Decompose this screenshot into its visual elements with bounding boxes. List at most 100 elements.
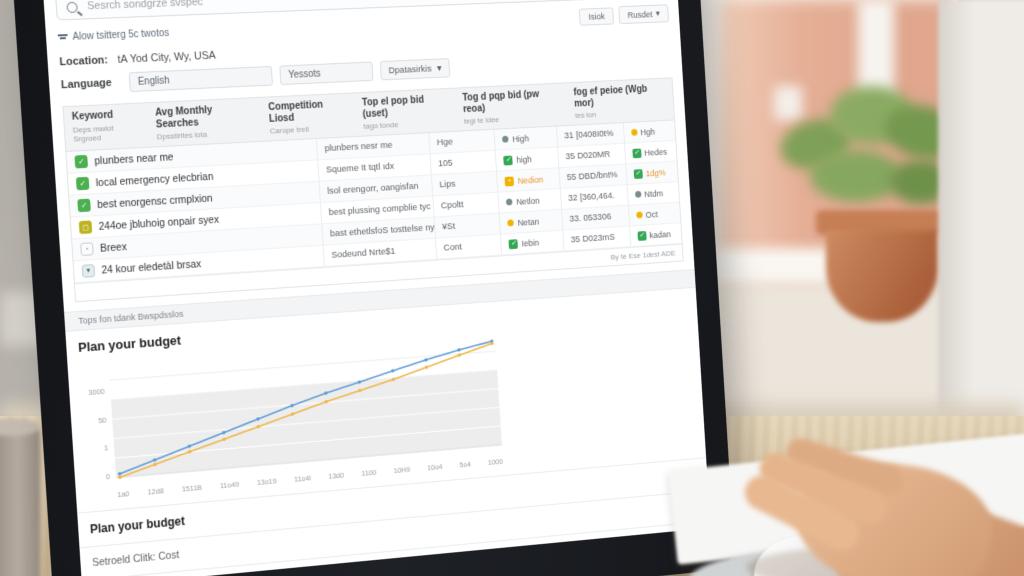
monitor-bezel: Alow tsitterg 5c twotos Isiok Rusdet ▾ L…	[12, 0, 735, 576]
x-tick-label: 10H9	[393, 465, 410, 475]
date-range-select[interactable]: Dpatasirkis ▾	[380, 58, 450, 80]
competition-cell: Hge	[428, 130, 495, 154]
bid-low-cell: high	[495, 147, 558, 170]
status-badge: Ntdm	[634, 188, 663, 199]
y-tick-label: 3000	[88, 387, 105, 397]
searches-number: 31 [0408I0t%	[564, 128, 614, 141]
keyword-text: best enorgensc crmplxion	[97, 192, 213, 210]
status-badge: Hgh	[631, 127, 656, 138]
location-value[interactable]: tA Yod City, Wy, USA	[117, 50, 216, 66]
avg-searches-text: best plussing compblie tyc	[328, 201, 431, 218]
bid-high-cell: Oct	[628, 203, 681, 226]
row-checkbox[interactable]	[79, 220, 93, 234]
competition-cell: Lips	[431, 172, 498, 196]
badge-chip-icon	[509, 239, 519, 249]
badge-label: Netlon	[516, 195, 540, 206]
x-tick-label: 11o49	[220, 480, 240, 490]
keyword-text: plunbers near me	[94, 151, 174, 167]
y-tick-label: 50	[98, 415, 107, 425]
status-badge: Oct	[636, 209, 658, 220]
estimated-click-cost: Setroeld Clitk: Cost	[92, 501, 699, 569]
status-badge: Netan	[507, 216, 539, 227]
language-label: Language	[61, 77, 113, 91]
column-label: Keyword	[72, 109, 141, 124]
bid-low-cell: Netan	[499, 210, 562, 234]
row-checkbox[interactable]	[74, 155, 88, 169]
bid-high-cell: Ntdm	[626, 182, 679, 205]
network-input[interactable]	[279, 62, 373, 86]
row-checkbox[interactable]	[80, 242, 94, 256]
competition-text: Cpoltt	[441, 199, 464, 211]
filter-row[interactable]: Alow tsitterg 5c twotos	[58, 28, 170, 43]
avg-searches-text: plunbers nesr me	[324, 140, 393, 154]
status-badge: High	[502, 133, 529, 144]
column-sublabel: tago tonde	[363, 118, 449, 131]
badge-label: Ntdm	[644, 188, 663, 198]
filter-label: Alow tsitterg 5c twotos	[72, 28, 169, 43]
x-tick-label: 13o19	[257, 477, 277, 487]
bid-high-cell: kadan	[629, 223, 682, 246]
keyword-text: Breex	[100, 241, 127, 255]
dropdown-button[interactable]: Rusdet ▾	[618, 4, 669, 24]
x-tick-label: 5o4	[459, 460, 471, 470]
column-header[interactable]: Keyword Deps mwlot Srgroed	[63, 103, 149, 151]
competition-text: Lips	[439, 179, 455, 190]
column-header[interactable]: Top el pop bid (uset) tago tonde	[354, 89, 457, 136]
status-badge: Hedes	[632, 147, 667, 158]
keyword-text: local emergency elecbrian	[95, 170, 213, 188]
x-tick-label: 1000	[488, 457, 504, 467]
x-tick-label: 1100	[361, 468, 376, 478]
language-input[interactable]	[129, 66, 273, 92]
bid-low-cell: Iebin	[500, 231, 563, 255]
column-header[interactable]: Competition Liosd Carope treil	[260, 93, 357, 140]
row-checkbox[interactable]	[77, 199, 91, 213]
hand	[700, 438, 1024, 576]
bid-high-cell: Hgh	[622, 120, 675, 142]
photo-scene: Alow tsitterg 5c twotos Isiok Rusdet ▾ L…	[0, 0, 1024, 576]
status-badge: Iebin	[509, 237, 540, 248]
secondary-button[interactable]: Isiok	[579, 7, 614, 25]
status-badge: high	[503, 154, 531, 165]
badge-label: Netan	[517, 216, 539, 227]
keyword-table: Keyword Deps mwlot Srgroed Avg Monthly S…	[62, 77, 683, 302]
column-label: Tog d pqp bid (pw reoa)	[462, 88, 560, 115]
keyword-text: 24 kour eledetàl brsax	[101, 258, 201, 276]
badge-chip-icon	[633, 169, 642, 179]
x-tick-label: 1511B	[181, 483, 202, 494]
status-badge: Netlon	[506, 195, 540, 206]
column-label: Top el pop bid (uset)	[362, 94, 449, 120]
badge-chip-icon	[505, 176, 515, 186]
searches-number: 55 DBD/bnt%	[566, 170, 617, 183]
badge-label: kadan	[649, 229, 671, 240]
x-tick-label: 12d8	[147, 486, 164, 496]
right-wall	[938, 0, 1024, 470]
x-tick-label: 1a0	[117, 489, 130, 499]
badge-label: Iebin	[521, 237, 539, 248]
badge-label: Nedion	[517, 174, 543, 185]
row-checkbox[interactable]	[82, 264, 96, 278]
column-label: fog ef peioe (Wgb mor)	[573, 83, 666, 109]
date-range-label: Dpatasirkis	[388, 63, 432, 76]
column-header[interactable]: Avg Monthly Searches Dpsstirites lota	[147, 98, 263, 147]
competition-cell: ¥St	[433, 214, 500, 238]
competition-text: Cont	[443, 242, 462, 254]
avg-searches-text: Sodeund Nrte$1	[331, 246, 396, 261]
badge-chip-icon	[503, 155, 513, 165]
keyword-text: 244oe jbluhoig onpair syex	[98, 213, 219, 232]
column-label: Avg Monthly Searches	[155, 103, 255, 130]
row-checkbox[interactable]	[76, 177, 90, 191]
column-header[interactable]: fog ef peioe (Wgb mor) tes ton	[566, 78, 674, 125]
badge-label: High	[512, 133, 529, 143]
badge-chip-icon	[632, 148, 641, 158]
budget-chart: 3000 50 1 0 1a0 12d8 1511B 11o49 13o19 11o4l 13d0…	[79, 332, 503, 501]
searches-number-cell: 32 [360,464.	[560, 185, 628, 209]
badge-chip-icon	[631, 129, 638, 136]
badge-label: Hedes	[644, 147, 667, 158]
status-badge: kadan	[637, 229, 671, 241]
bid-low-cell: Nedion	[496, 168, 559, 191]
column-header[interactable]: Tog d pqp bid (pw reoa) tegi te idee	[455, 83, 569, 130]
bid-low-cell: Netlon	[498, 189, 561, 213]
searches-number: 32 [360,464.	[568, 191, 615, 204]
x-tick-label: 13d0	[328, 471, 344, 481]
avg-searches-text: lsol erengorr, oangisfan	[327, 181, 419, 197]
